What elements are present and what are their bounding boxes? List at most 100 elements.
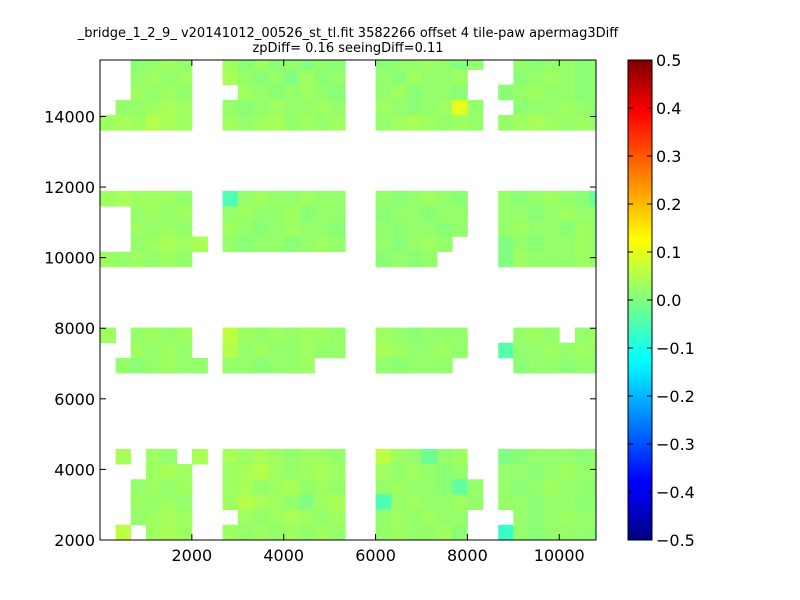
heatmap-cell [145, 221, 162, 237]
heatmap-cell [513, 99, 530, 116]
heatmap-cell [513, 342, 530, 359]
heatmap-cell [176, 479, 193, 495]
heatmap-cell [100, 251, 117, 268]
heatmap-cell [253, 99, 269, 116]
colorbar-tick-label: −0.1 [656, 339, 695, 358]
heatmap-cell [299, 342, 315, 359]
heatmap-cell [237, 342, 254, 359]
heatmap-cell [237, 115, 254, 131]
heatmap-cell [406, 524, 422, 541]
heatmap-cell [452, 206, 468, 222]
heatmap-cell [314, 448, 331, 465]
heatmap-cell [467, 494, 484, 511]
heatmap-cell [590, 115, 597, 131]
heatmap-cell [130, 494, 147, 511]
heatmap-cell [391, 236, 407, 253]
heatmap-cell [544, 221, 560, 237]
heatmap-cell [253, 479, 269, 495]
heatmap-cell [559, 509, 576, 526]
heatmap-cell [590, 190, 597, 207]
heatmap-cell [176, 251, 193, 268]
heatmap-cell [237, 99, 254, 116]
heatmap-cell [375, 524, 392, 541]
heatmap-cell [299, 464, 315, 480]
heatmap-cell [253, 342, 269, 359]
heatmap-cell [437, 357, 453, 374]
heatmap-cell [513, 448, 530, 465]
heatmap-cell [299, 99, 315, 116]
heatmap-cell [391, 479, 407, 495]
heatmap-cell [176, 327, 193, 344]
x-tick-label: 8000 [447, 546, 488, 565]
heatmap-cell [406, 494, 422, 511]
heatmap-cell [498, 464, 514, 480]
heatmap-cell [467, 60, 484, 70]
heatmap-cell [268, 327, 285, 344]
heatmap-cell [406, 509, 422, 526]
heatmap-cell [268, 236, 285, 253]
heatmap-cell [421, 524, 438, 541]
heatmap-cell [283, 69, 300, 86]
heatmap-cell [329, 206, 346, 222]
heatmap-cell [299, 221, 315, 237]
heatmap-cell [100, 115, 117, 131]
heatmap-cell [130, 327, 147, 344]
heatmap-cell [268, 464, 285, 480]
heatmap-cell [513, 327, 530, 344]
heatmap-cell [421, 464, 438, 480]
heatmap-cell [130, 251, 147, 268]
heatmap-cell [559, 69, 576, 86]
heatmap-cell [329, 327, 346, 344]
heatmap-cell [574, 479, 591, 495]
heatmap-cell [115, 99, 132, 116]
heatmap-cell [452, 221, 468, 237]
heatmap-cell [375, 190, 392, 207]
heatmap-cell [498, 524, 514, 541]
heatmap-cell [237, 236, 254, 253]
heatmap-cell [375, 448, 392, 465]
heatmap-cell [544, 479, 560, 495]
heatmap-cell [283, 84, 300, 101]
heatmap-cell [421, 115, 438, 131]
heatmap-cell [528, 251, 545, 268]
heatmap-cell [574, 60, 591, 70]
heatmap-cell [222, 99, 239, 116]
heatmap-cell [574, 342, 591, 359]
heatmap-cell [237, 221, 254, 237]
heatmap-cell [574, 221, 591, 237]
heatmap-cell [375, 84, 392, 101]
y-tick-label: 14000 [44, 107, 95, 126]
heatmap-cell [559, 206, 576, 222]
heatmap-cell [145, 327, 162, 344]
heatmap-cell [115, 357, 132, 374]
heatmap-cell [222, 236, 239, 253]
heatmap-cell [574, 236, 591, 253]
heatmap-cell [559, 251, 576, 268]
heatmap-cell [406, 448, 422, 465]
heatmap-cell [283, 448, 300, 465]
heatmap-cell [452, 327, 468, 344]
x-tick-label: 4000 [263, 546, 304, 565]
heatmap-cell [498, 251, 514, 268]
heatmap-cell [222, 524, 239, 541]
heatmap-cell [222, 190, 239, 207]
heatmap-cell [299, 524, 315, 541]
heatmap-cell [559, 84, 576, 101]
heatmap-cell [559, 60, 576, 70]
heatmap-cell [513, 190, 530, 207]
heatmap-cell [391, 342, 407, 359]
heatmap-cell [314, 494, 331, 511]
heatmap-cell [437, 509, 453, 526]
heatmap-cell [391, 221, 407, 237]
heatmap-cell [268, 342, 285, 359]
heatmap-cell [452, 524, 468, 541]
heatmap-cell [375, 464, 392, 480]
heatmap-cell [299, 327, 315, 344]
heatmap-cell [406, 99, 422, 116]
heatmap-cell [452, 115, 468, 131]
heatmap-cell [391, 115, 407, 131]
heatmap-cell [528, 524, 545, 541]
heatmap-cell [161, 115, 178, 131]
heatmap-cell [145, 69, 162, 86]
heatmap-cell [544, 448, 560, 465]
